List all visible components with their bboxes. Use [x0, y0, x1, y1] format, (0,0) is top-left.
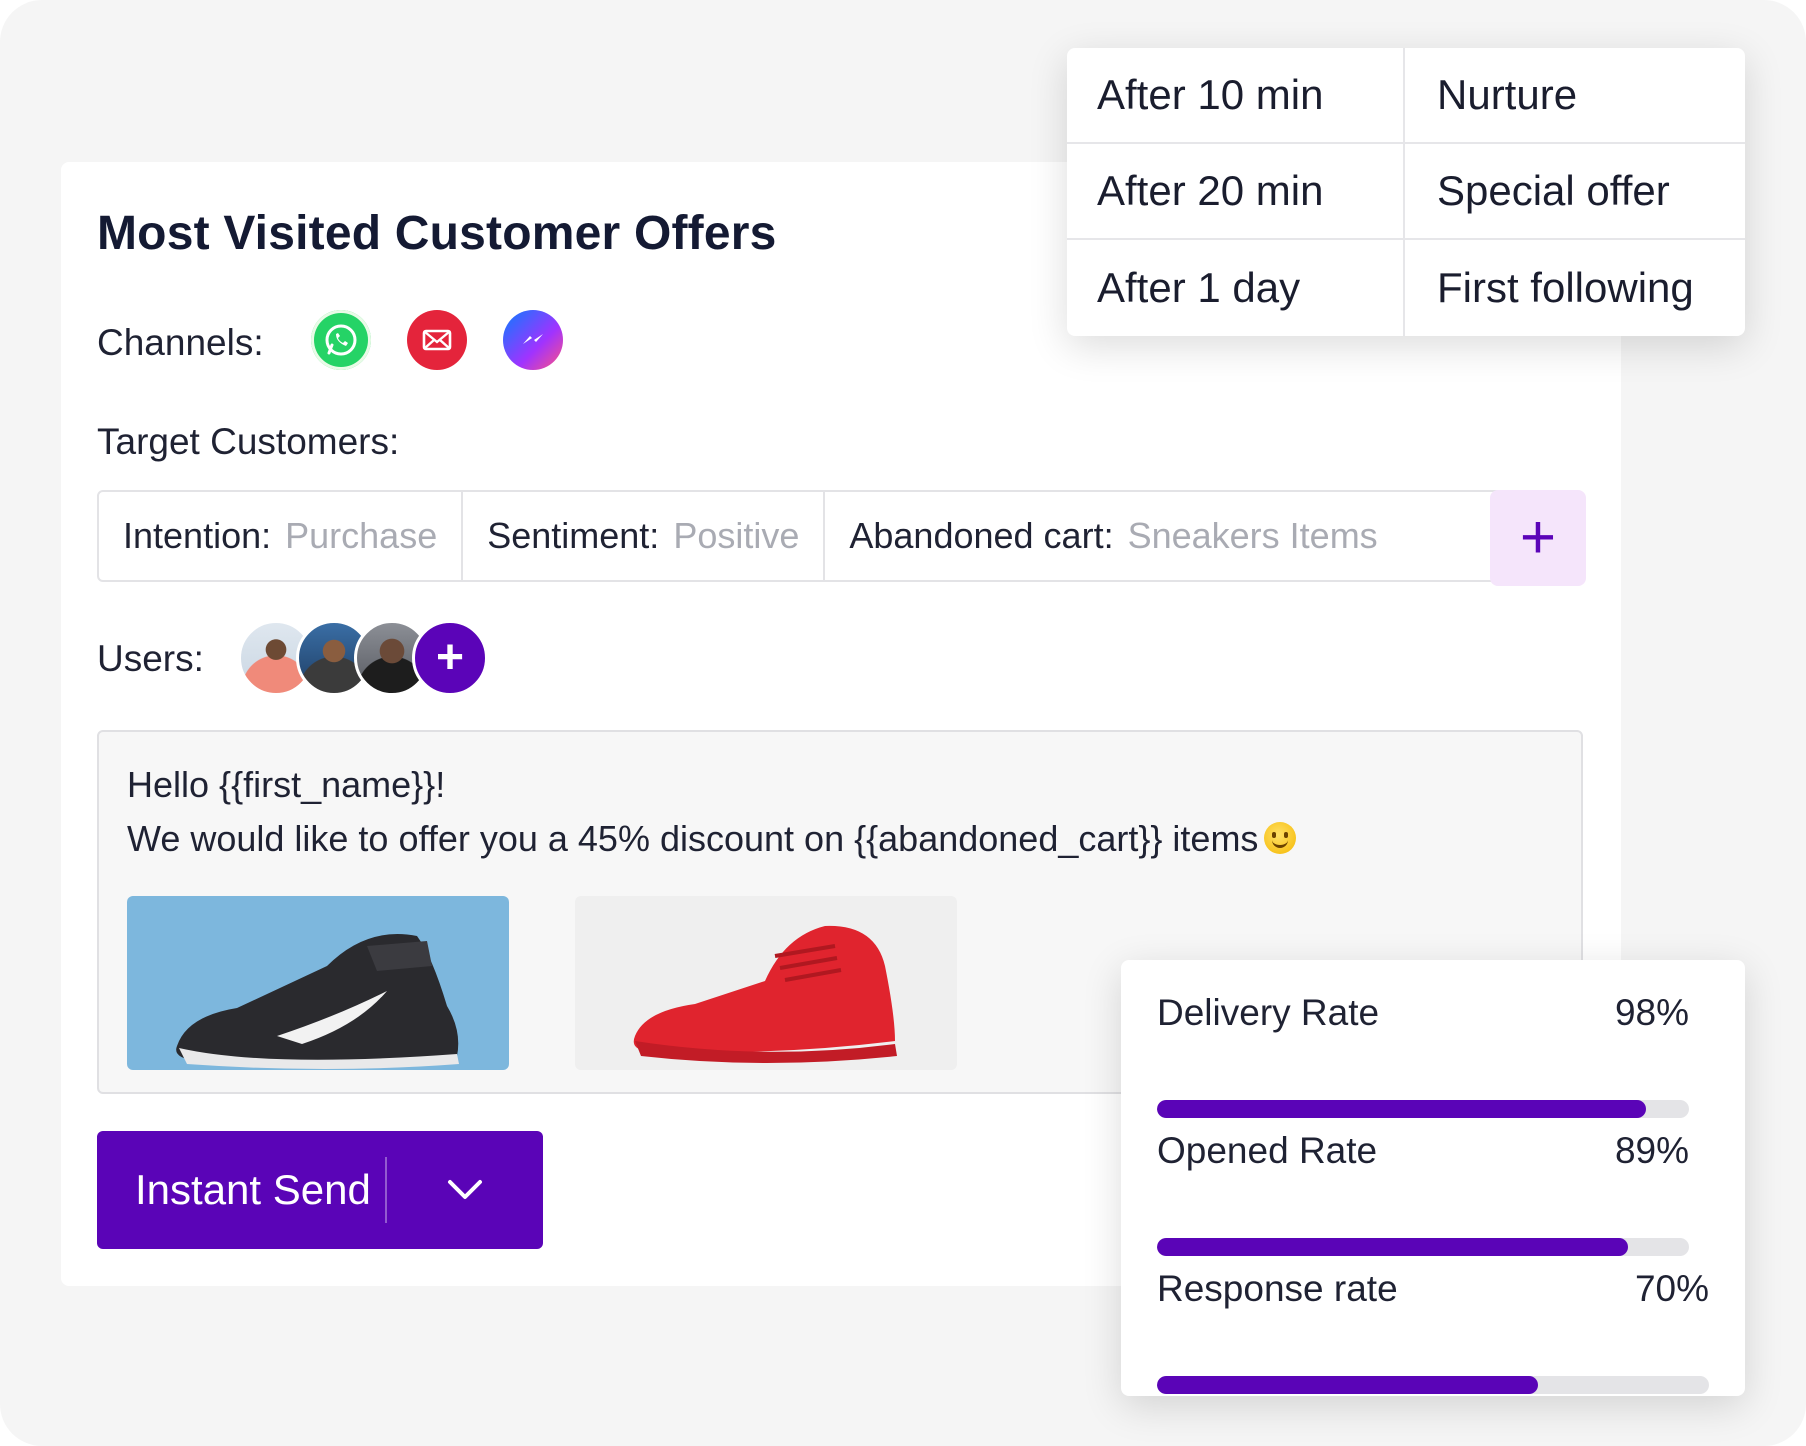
filter-key: Sentiment:: [487, 515, 660, 556]
channel-list: [311, 310, 563, 370]
progress-fill: [1157, 1100, 1647, 1118]
stat-label: Opened Rate: [1157, 1130, 1378, 1171]
schedule-step: First following: [1437, 264, 1694, 311]
email-icon[interactable]: [407, 310, 467, 370]
progress-fill: [1157, 1376, 1538, 1394]
target-customers-label: Target Customers:: [97, 421, 400, 462]
filter-value: Sneakers Items: [1127, 515, 1378, 556]
channels-label: Channels:: [97, 322, 264, 363]
smile-emoji-icon: [1264, 822, 1297, 854]
filter-key: Intention:: [123, 515, 272, 556]
card-title: Most Visited Customer Offers: [97, 207, 777, 260]
product-image-red-sneaker[interactable]: [575, 896, 957, 1070]
message-body: We would like to offer you a 45% discoun…: [127, 818, 1297, 860]
send-options-dropdown[interactable]: [387, 1178, 543, 1202]
whatsapp-icon[interactable]: [311, 310, 371, 370]
stat-label: Delivery Rate: [1157, 992, 1380, 1033]
stat-value: 70%: [1634, 1268, 1709, 1309]
messenger-icon[interactable]: [503, 310, 563, 370]
add-user-button[interactable]: +: [412, 620, 488, 696]
progress-track: [1157, 1376, 1709, 1394]
instant-send-label: Instant Send: [135, 1166, 371, 1213]
message-greeting: Hello {{first_name}}!: [127, 764, 446, 805]
filter-value: Positive: [673, 515, 800, 556]
chevron-down-icon: [448, 1180, 482, 1199]
progress-track: [1157, 1238, 1689, 1256]
add-filter-button[interactable]: +: [1490, 490, 1586, 586]
filter-abandoned-cart[interactable]: Abandoned cart: Sneakers Items: [825, 492, 1401, 580]
product-image-black-sneaker[interactable]: [127, 896, 509, 1070]
schedule-step: Nurture: [1437, 71, 1578, 118]
table-row[interactable]: After 10 min Nurture: [1067, 48, 1745, 144]
campaign-stats-panel: Delivery Rate 98% Opened Rate 89% Respon…: [1121, 960, 1745, 1396]
target-filter-bar: Intention: Purchase Sentiment: Positive …: [97, 490, 1523, 582]
progress-track: [1157, 1100, 1689, 1118]
users-label: Users:: [97, 638, 204, 679]
message-body-text: We would like to offer you a 45% discoun…: [127, 818, 1259, 859]
schedule-delay: After 1 day: [1067, 240, 1405, 336]
stat-label: Response rate: [1157, 1268, 1398, 1309]
instant-send-button[interactable]: Instant Send: [97, 1131, 543, 1249]
filter-value: Purchase: [285, 515, 438, 556]
table-row[interactable]: After 1 day First following: [1067, 240, 1745, 336]
filter-sentiment[interactable]: Sentiment: Positive: [463, 492, 826, 580]
progress-fill: [1157, 1238, 1628, 1256]
filter-intention[interactable]: Intention: Purchase: [99, 492, 464, 580]
stat-value: 98%: [1614, 992, 1689, 1033]
table-row[interactable]: After 20 min Special offer: [1067, 144, 1745, 240]
campaign-card: Most Visited Customer Offers Channels: T…: [61, 162, 1621, 1286]
schedule-delay: After 20 min: [1067, 144, 1405, 238]
user-avatar-group: +: [238, 620, 488, 696]
button-divider: [385, 1157, 387, 1223]
follow-up-schedule-table: After 10 min Nurture After 20 min Specia…: [1067, 48, 1745, 336]
schedule-delay: After 10 min: [1067, 48, 1405, 142]
filter-key: Abandoned cart:: [849, 515, 1114, 556]
schedule-step: Special offer: [1437, 167, 1670, 214]
stat-value: 89%: [1614, 1130, 1689, 1171]
